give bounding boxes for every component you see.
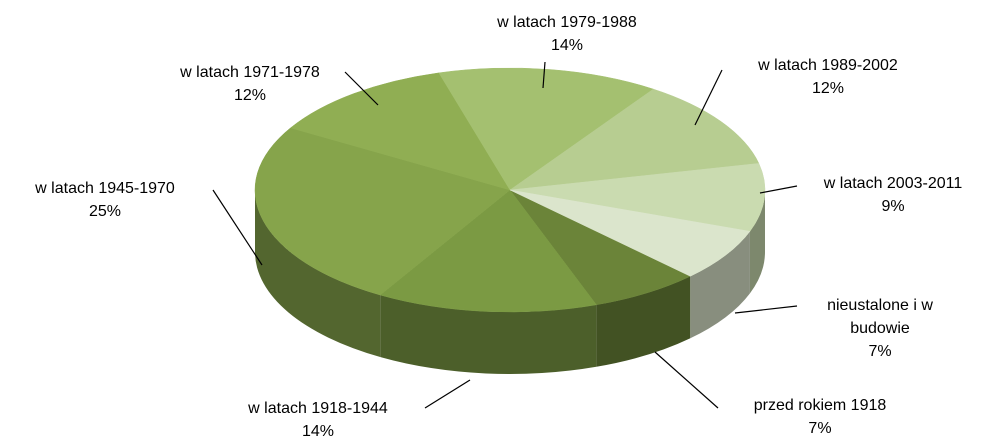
slice-side xyxy=(690,231,750,339)
category-label: w latach 1945-1970 xyxy=(35,180,175,197)
percent-label: 14% xyxy=(550,37,584,54)
leader-lines xyxy=(212,61,798,409)
percent-label: 7% xyxy=(808,420,832,437)
data-label: w latach 1918-1944 14% xyxy=(248,397,388,438)
category-label: w latach 1979-1988 xyxy=(497,14,637,31)
data-label: w latach 1979-1988 14% xyxy=(497,11,637,57)
slice xyxy=(379,189,597,313)
slice-side xyxy=(749,190,765,294)
leader-line xyxy=(542,61,546,89)
category-label: przed rokiem 1918 xyxy=(753,397,887,414)
slice xyxy=(509,88,760,191)
slice xyxy=(509,163,766,232)
leader-line xyxy=(344,71,379,106)
slice xyxy=(254,127,511,296)
percent-label: 9% xyxy=(881,198,905,215)
data-label: przed rokiem 1918 7% xyxy=(754,394,887,438)
leader-line xyxy=(759,185,798,194)
leader-line xyxy=(424,379,471,409)
leader-line xyxy=(212,189,263,266)
percent-label: 25% xyxy=(88,203,122,220)
data-label: w latach 2003-2011 9% xyxy=(824,172,962,218)
leader-line xyxy=(654,351,719,409)
slice xyxy=(438,67,654,191)
category-label: w latach 1918-1944 xyxy=(248,400,388,417)
category-label: w latach 1971-1978 xyxy=(180,64,320,81)
category-label: w latach 1989-2002 xyxy=(758,57,898,74)
sides xyxy=(255,190,765,374)
leader-line xyxy=(734,305,798,314)
tops xyxy=(254,67,766,313)
data-label: w latach 1971-1978 12% xyxy=(180,61,320,107)
slice-side xyxy=(596,276,691,367)
percent-label: 14% xyxy=(301,423,335,438)
data-label: nieustalone i w budowie 7% xyxy=(810,294,950,363)
slice xyxy=(289,72,511,191)
category-label: w latach 2003-2011 xyxy=(823,175,963,192)
data-label: w latach 1945-1970 25% xyxy=(35,177,175,223)
data-label: w latach 1989-2002 12% xyxy=(758,54,898,100)
category-label: nieustalone i w budowie xyxy=(827,297,933,337)
leader-line xyxy=(694,69,723,126)
percent-label: 7% xyxy=(868,343,892,360)
slice-side xyxy=(255,190,381,358)
percent-label: 12% xyxy=(233,87,267,104)
slice xyxy=(509,189,751,277)
percent-label: 12% xyxy=(811,80,845,97)
slice xyxy=(509,189,691,306)
slice-side xyxy=(380,295,597,374)
